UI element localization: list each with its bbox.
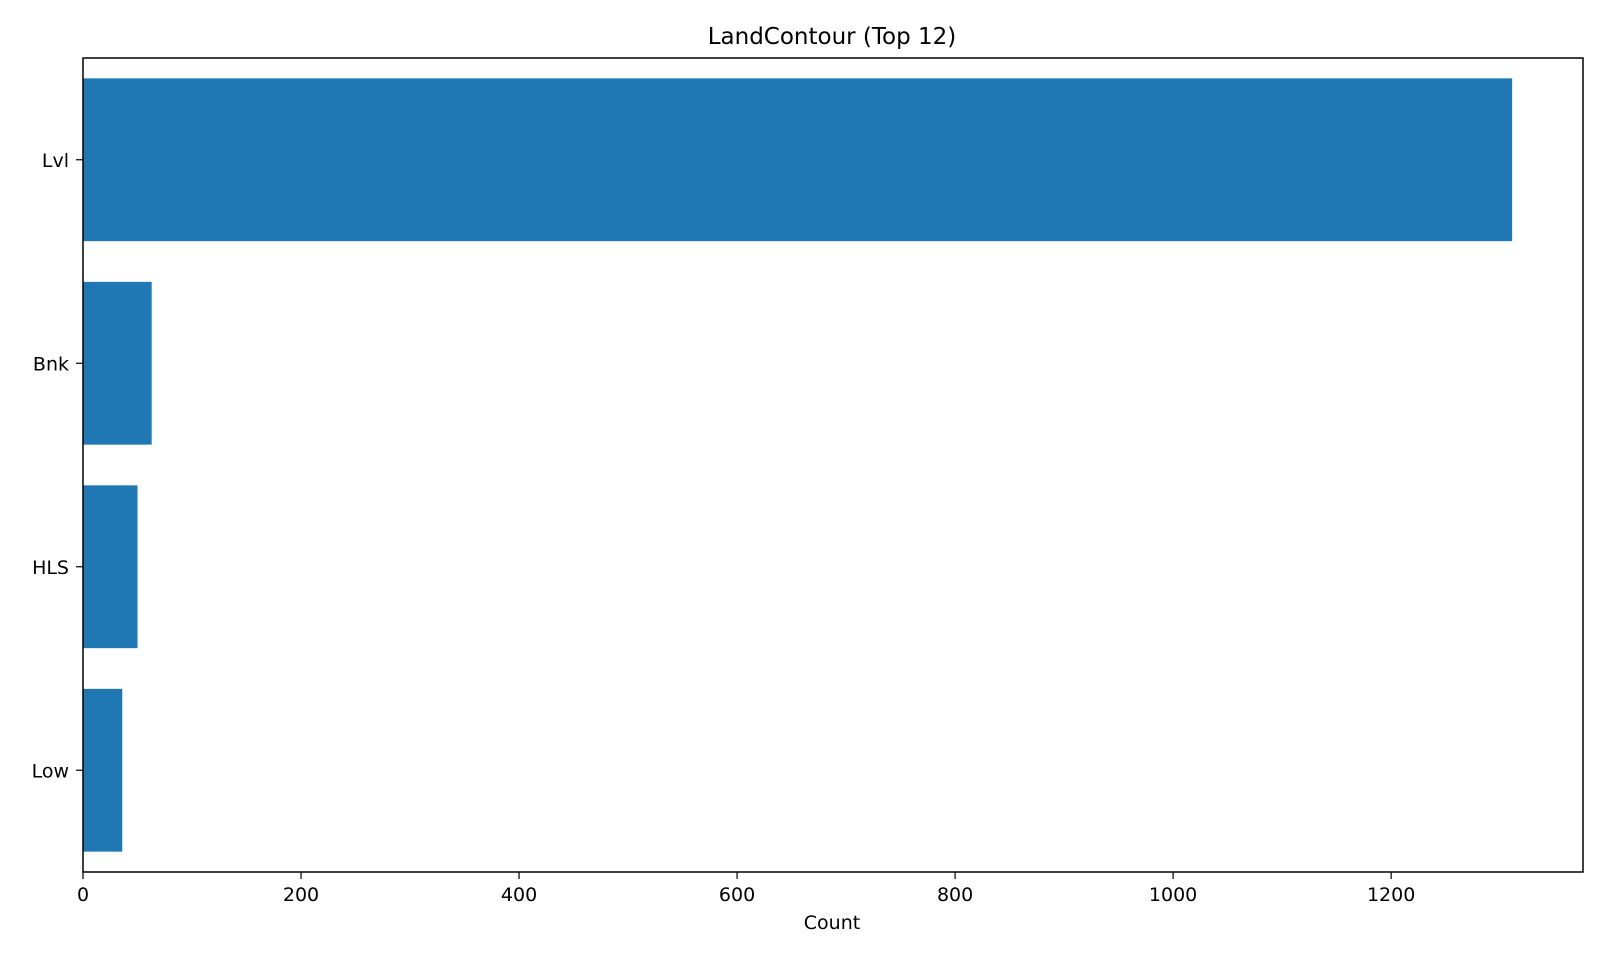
plot-frame — [82, 57, 1584, 873]
bar-low — [83, 688, 123, 852]
x-tick-label: 0 — [77, 884, 89, 906]
y-tick-label: Low — [32, 760, 69, 782]
y-tick-label: Lvl — [42, 150, 69, 172]
bar-lvl — [83, 78, 1513, 242]
y-tick-label: HLS — [32, 557, 69, 579]
x-axis: 0 200 400 600 800 1000 1200 — [77, 872, 1415, 906]
y-axis: Lvl Bnk HLS Low — [32, 150, 83, 782]
x-tick-label: 400 — [501, 884, 537, 906]
chart-title: LandContour (Top 12) — [708, 24, 957, 50]
bars-group — [83, 78, 1513, 852]
bar-bnk — [83, 281, 152, 445]
x-tick-label: 800 — [937, 884, 973, 906]
x-tick-label: 1200 — [1367, 884, 1415, 906]
x-tick-label: 1000 — [1149, 884, 1197, 906]
x-tick-label: 600 — [719, 884, 755, 906]
bar-hls — [83, 485, 138, 649]
x-tick-label: 200 — [283, 884, 319, 906]
y-tick-label: Bnk — [33, 353, 69, 375]
x-axis-label: Count — [804, 912, 860, 934]
